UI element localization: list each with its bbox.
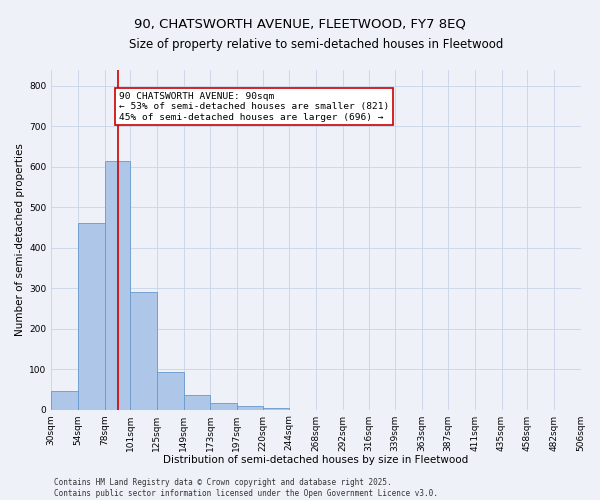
Bar (130, 292, 157, 410)
Bar (51, 392, 78, 409)
Bar (184, 396, 210, 409)
Text: 90, CHATSWORTH AVENUE, FLEETWOOD, FY7 8EQ: 90, CHATSWORTH AVENUE, FLEETWOOD, FY7 8E… (134, 18, 466, 30)
Bar (157, 372, 184, 410)
Bar (210, 402, 237, 409)
Text: 90 CHATSWORTH AVENUE: 90sqm
← 53% of semi-detached houses are smaller (821)
45% : 90 CHATSWORTH AVENUE: 90sqm ← 53% of sem… (119, 92, 389, 122)
Bar (237, 406, 263, 410)
Title: Size of property relative to semi-detached houses in Fleetwood: Size of property relative to semi-detach… (129, 38, 503, 51)
Bar (78, 224, 104, 410)
Y-axis label: Number of semi-detached properties: Number of semi-detached properties (15, 143, 25, 336)
Bar (263, 408, 289, 410)
Text: Contains HM Land Registry data © Crown copyright and database right 2025.
Contai: Contains HM Land Registry data © Crown c… (54, 478, 438, 498)
X-axis label: Distribution of semi-detached houses by size in Fleetwood: Distribution of semi-detached houses by … (163, 455, 469, 465)
Bar (104, 161, 130, 410)
